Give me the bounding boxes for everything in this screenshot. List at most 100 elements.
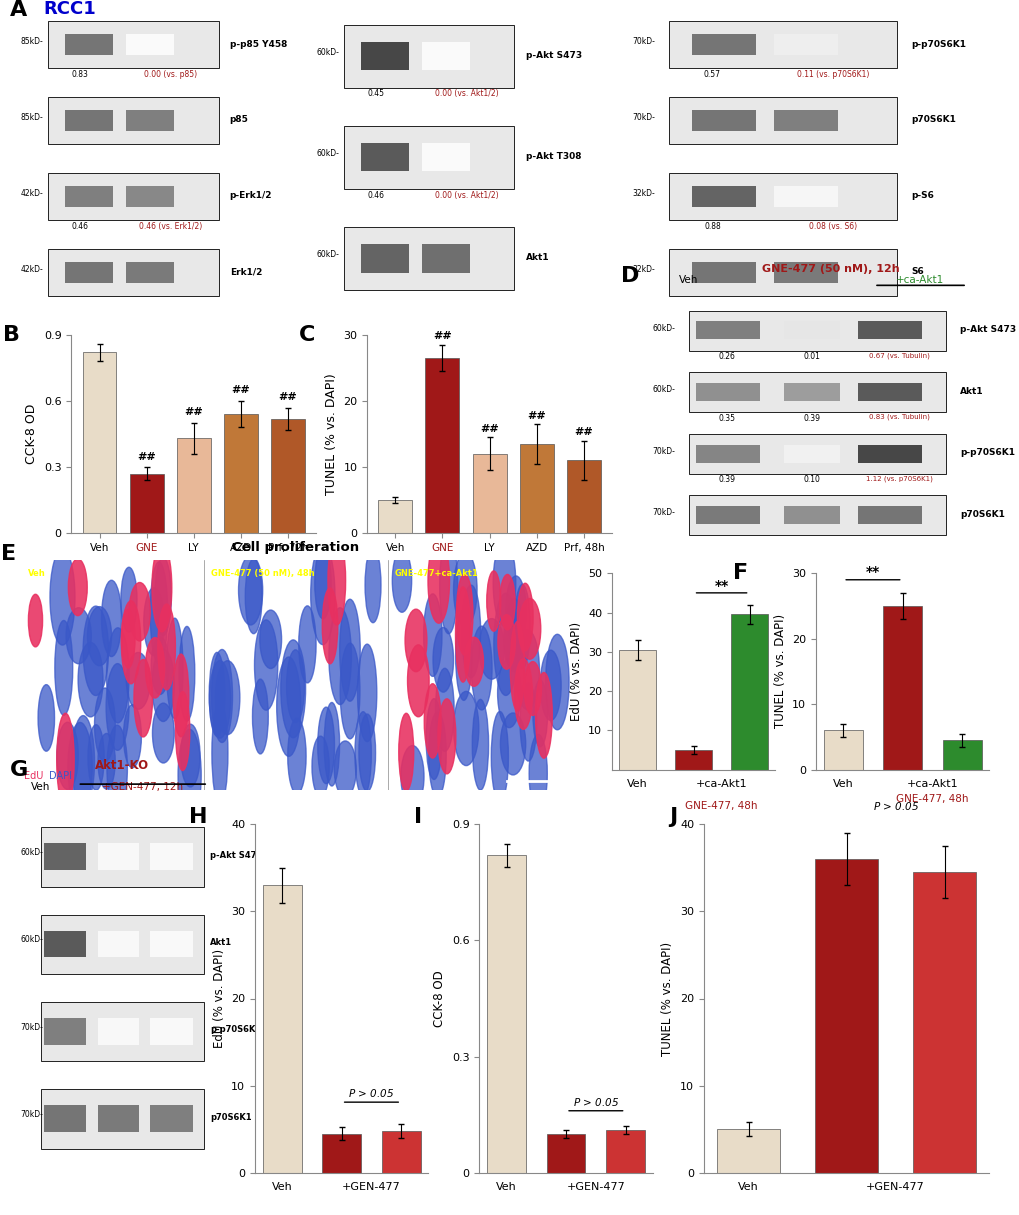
- Bar: [696, 322, 760, 339]
- Bar: [696, 445, 760, 463]
- Bar: [83, 352, 116, 533]
- Ellipse shape: [29, 594, 43, 646]
- Bar: [343, 227, 514, 290]
- Text: 32kD-: 32kD-: [632, 265, 654, 273]
- Ellipse shape: [428, 712, 445, 797]
- Text: 0.08 (vs. S6): 0.08 (vs. S6): [808, 222, 856, 231]
- Ellipse shape: [126, 652, 150, 710]
- Bar: [422, 43, 470, 70]
- Text: +ca-Akt1: +ca-Akt1: [896, 276, 944, 286]
- Ellipse shape: [358, 644, 376, 741]
- Text: GNE-477 (50 nM), 12h: GNE-477 (50 nM), 12h: [762, 265, 899, 275]
- Ellipse shape: [106, 628, 129, 723]
- Bar: [546, 1134, 585, 1172]
- Ellipse shape: [121, 600, 141, 684]
- Ellipse shape: [524, 662, 541, 716]
- Ellipse shape: [355, 712, 371, 797]
- Text: ##: ##: [527, 411, 545, 420]
- Ellipse shape: [66, 608, 92, 663]
- Text: ##: ##: [433, 332, 451, 341]
- Text: GNE-477+ca-Akt1: GNE-477+ca-Akt1: [394, 569, 478, 578]
- Bar: [668, 22, 896, 68]
- Ellipse shape: [121, 567, 137, 632]
- Ellipse shape: [106, 663, 128, 751]
- Bar: [567, 460, 600, 533]
- Bar: [381, 1131, 420, 1172]
- Text: ##: ##: [184, 407, 203, 418]
- Ellipse shape: [315, 547, 331, 618]
- Ellipse shape: [129, 582, 150, 642]
- Bar: [668, 97, 896, 145]
- Text: 0.83 (vs. Tubulin): 0.83 (vs. Tubulin): [868, 413, 928, 420]
- Bar: [44, 1018, 87, 1045]
- Text: 70kD-: 70kD-: [20, 1023, 43, 1032]
- Ellipse shape: [151, 637, 169, 695]
- Text: 42kD-: 42kD-: [20, 190, 43, 198]
- Ellipse shape: [209, 652, 224, 736]
- Bar: [48, 97, 218, 145]
- Y-axis label: EdU (% vs. DAPI): EdU (% vs. DAPI): [212, 949, 225, 1049]
- Bar: [696, 507, 760, 524]
- Text: ##: ##: [574, 428, 593, 437]
- Text: 0.11 (vs. p70S6K1): 0.11 (vs. p70S6K1): [796, 70, 868, 79]
- Text: **: **: [713, 578, 728, 593]
- Text: 0.88: 0.88: [703, 222, 720, 231]
- Bar: [857, 322, 921, 339]
- Ellipse shape: [471, 626, 491, 710]
- Text: 70kD-: 70kD-: [632, 113, 654, 123]
- Text: 0.46: 0.46: [367, 191, 384, 199]
- Bar: [41, 1002, 204, 1062]
- Ellipse shape: [529, 734, 547, 813]
- Text: p-S6: p-S6: [911, 191, 933, 200]
- Bar: [472, 454, 506, 533]
- Bar: [224, 414, 258, 533]
- Ellipse shape: [486, 571, 500, 632]
- Text: 60kD-: 60kD-: [20, 848, 43, 857]
- Bar: [814, 859, 877, 1172]
- Ellipse shape: [102, 581, 121, 656]
- Ellipse shape: [245, 559, 262, 634]
- Bar: [176, 439, 211, 533]
- Ellipse shape: [50, 549, 75, 645]
- Text: 60kD-: 60kD-: [652, 385, 675, 395]
- Bar: [48, 249, 218, 296]
- Bar: [422, 143, 470, 171]
- Text: RCC1: RCC1: [43, 0, 96, 18]
- Bar: [41, 915, 204, 974]
- Bar: [688, 496, 945, 536]
- Ellipse shape: [439, 537, 458, 634]
- Ellipse shape: [500, 713, 525, 775]
- Ellipse shape: [491, 712, 507, 802]
- Text: F: F: [732, 564, 747, 583]
- Bar: [783, 383, 840, 401]
- Ellipse shape: [339, 643, 360, 739]
- Ellipse shape: [83, 606, 108, 695]
- Text: 70kD-: 70kD-: [20, 1111, 43, 1119]
- Ellipse shape: [180, 724, 200, 787]
- Text: ##: ##: [138, 452, 156, 462]
- Bar: [361, 244, 409, 272]
- Ellipse shape: [408, 645, 429, 717]
- Bar: [98, 1106, 139, 1132]
- Bar: [882, 606, 921, 769]
- Text: p-Erk1/2: p-Erk1/2: [229, 191, 272, 200]
- Bar: [65, 109, 113, 131]
- Text: Akt1: Akt1: [959, 386, 982, 396]
- Text: p-p70S6K1: p-p70S6K1: [959, 448, 1014, 457]
- Text: Veh: Veh: [679, 276, 697, 286]
- Ellipse shape: [88, 724, 104, 790]
- Bar: [41, 827, 204, 887]
- Bar: [343, 126, 514, 190]
- Ellipse shape: [166, 618, 182, 718]
- Ellipse shape: [453, 691, 478, 765]
- Ellipse shape: [152, 703, 174, 763]
- Ellipse shape: [433, 627, 453, 693]
- Y-axis label: EdU (% vs. DAPI): EdU (% vs. DAPI): [569, 622, 582, 720]
- Text: 0.00 (vs. Akt1/2): 0.00 (vs. Akt1/2): [434, 90, 498, 98]
- Bar: [48, 173, 218, 220]
- Ellipse shape: [173, 654, 189, 736]
- Ellipse shape: [324, 702, 339, 786]
- Ellipse shape: [504, 599, 524, 672]
- Ellipse shape: [146, 638, 164, 697]
- Bar: [857, 383, 921, 401]
